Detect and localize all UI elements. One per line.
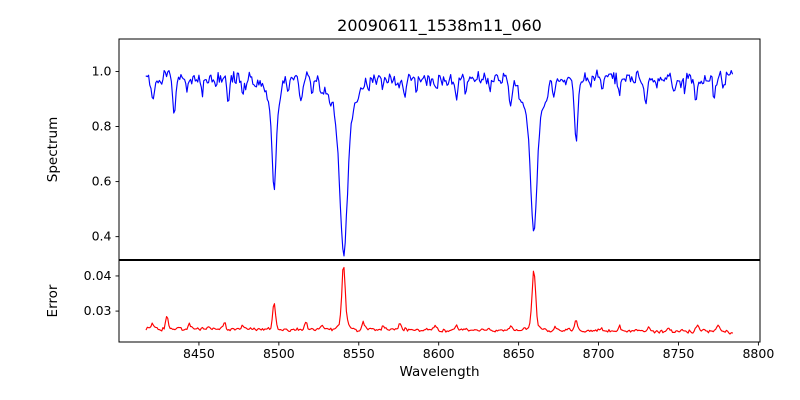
x-tick-label: 8500: [263, 346, 295, 361]
y-tick-label: 0.6: [92, 174, 112, 189]
y-tick-label: 0.04: [84, 268, 112, 283]
spectrum-line: [145, 69, 734, 257]
y-tick-label: 0.03: [84, 303, 112, 318]
spectrum-y-axis-ticks: 1.0 0.8 0.6 0.4: [92, 63, 119, 244]
x-tick-label: 8650: [503, 346, 535, 361]
spectrum-plot-area: [118, 38, 761, 260]
x-axis-label: Wavelength: [399, 364, 479, 380]
error-y-axis-label: Error: [45, 284, 61, 317]
x-tick-label: 8800: [742, 346, 774, 361]
error-y-axis-ticks: 0.04 0.03: [84, 268, 119, 318]
x-tick-label: 8600: [423, 346, 455, 361]
x-tick-label: 8700: [583, 346, 615, 361]
x-tick-label: 8750: [663, 346, 695, 361]
chart-title: 20090611_1538m11_060: [337, 16, 542, 36]
y-tick-label: 0.8: [92, 119, 112, 134]
error-plot-area: [118, 260, 761, 343]
y-tick-label: 1.0: [92, 63, 112, 78]
spectrum-y-axis-label: Spectrum: [45, 117, 61, 182]
error-line: [145, 266, 734, 335]
y-tick-label: 0.4: [92, 229, 112, 244]
x-tick-label: 8550: [343, 346, 375, 361]
x-axis-ticks: 8450 8500 8550 8600 8650 8700 8750 8800: [183, 342, 774, 361]
x-tick-label: 8450: [183, 346, 215, 361]
